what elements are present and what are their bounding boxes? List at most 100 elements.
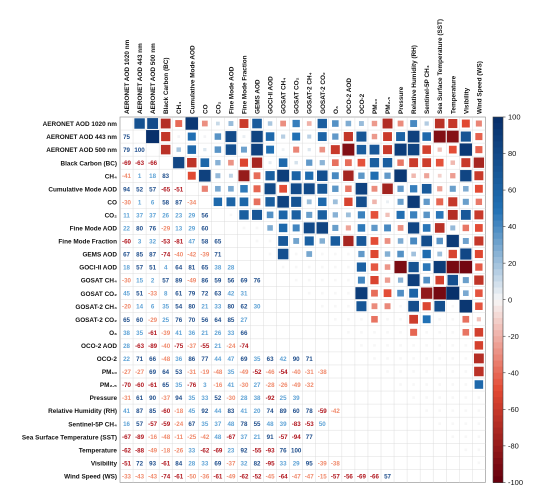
column-label: Cumulative Mode AOD	[189, 45, 196, 114]
cell-value: -81	[174, 238, 184, 245]
heatmap-square	[173, 157, 185, 169]
heatmap-square	[255, 239, 259, 243]
cell-value: -36	[200, 473, 210, 480]
heatmap-square	[464, 396, 468, 399]
heatmap-square	[355, 182, 368, 195]
cell-value: 80	[136, 225, 143, 232]
heatmap-square	[345, 185, 352, 193]
cell-value: -57	[331, 473, 341, 480]
cell-value: 39	[293, 395, 300, 402]
heatmap-square	[462, 198, 469, 205]
heatmap-square	[294, 265, 298, 269]
heatmap-square	[433, 261, 446, 274]
cell-value: 53	[175, 369, 182, 376]
heatmap-square	[176, 147, 181, 152]
colorbar-segment	[493, 391, 503, 398]
cell-value: 65	[123, 317, 130, 324]
cell-value: -24	[174, 421, 184, 428]
cell-value: -89	[148, 343, 158, 350]
cell-value: 6	[151, 304, 155, 311]
colorbar-segment	[493, 220, 503, 228]
cell-value: -47	[305, 473, 315, 480]
heatmap-square	[394, 169, 407, 182]
heatmap-square	[425, 331, 428, 334]
cell-value: -24	[226, 343, 236, 350]
column-label: Relative Humidity (RH)	[411, 45, 418, 114]
heatmap-square	[459, 260, 473, 274]
heatmap-square	[424, 173, 430, 179]
colorbar-segment	[493, 171, 503, 179]
column-label: Pressure	[398, 86, 405, 114]
heatmap-square	[435, 211, 444, 219]
heatmap-square	[214, 146, 222, 153]
cell-value: 74	[267, 408, 274, 415]
cell-value: -40	[292, 369, 302, 376]
heatmap-square	[264, 183, 276, 195]
heatmap-square	[422, 315, 431, 324]
heatmap-square	[399, 344, 402, 347]
cell-value: -49	[148, 447, 158, 454]
cell-value: 14	[136, 304, 143, 311]
heatmap-square	[397, 277, 404, 283]
heatmap-square	[475, 263, 483, 271]
cell-value: 72	[136, 460, 143, 467]
heatmap-square	[462, 329, 470, 336]
heatmap-square	[459, 299, 473, 313]
heatmap-square	[306, 199, 312, 205]
cell-value: 85	[136, 252, 143, 259]
heatmap-square	[438, 409, 442, 412]
heatmap-square	[242, 135, 246, 139]
heatmap-square	[370, 276, 379, 285]
heatmap-square	[242, 226, 246, 230]
heatmap-square	[356, 262, 367, 272]
heatmap-square	[410, 211, 418, 219]
colorbar-segment	[493, 263, 503, 270]
cell-value: -51	[122, 460, 132, 467]
cell-value: 31	[241, 291, 248, 298]
heatmap-square	[239, 197, 249, 207]
cell-value: -27	[122, 369, 132, 376]
heatmap-square	[384, 264, 391, 270]
heatmap-square	[407, 195, 420, 208]
heatmap-square	[332, 199, 338, 205]
heatmap-square	[437, 186, 443, 192]
heatmap-square	[425, 383, 428, 386]
colorbar-segment	[493, 244, 503, 252]
column-label: CO	[202, 104, 209, 114]
cell-value: -62	[122, 447, 132, 454]
heatmap-square	[373, 357, 376, 360]
heatmap-square	[356, 301, 367, 312]
heatmap-square	[438, 383, 442, 386]
cell-value: -41	[122, 173, 132, 180]
heatmap-square	[226, 197, 236, 207]
heatmap-square	[371, 224, 378, 232]
cell-value: -38	[318, 369, 328, 376]
colorbar-segment	[493, 445, 503, 453]
heatmap-square	[434, 223, 445, 233]
heatmap-square	[384, 251, 391, 257]
cell-value: -16	[148, 434, 158, 441]
heatmap-square	[475, 146, 483, 154]
heatmap-square	[384, 303, 391, 310]
cell-value: -38	[331, 460, 341, 467]
column-label: AERONET AOD 1020 nm	[124, 39, 131, 114]
cell-value: 77	[201, 356, 208, 363]
heatmap-square	[422, 249, 431, 259]
heatmap-square	[251, 143, 263, 156]
heatmap-square	[146, 130, 160, 144]
row-label: Sentinel-5P CH₄	[68, 421, 117, 428]
cell-value: -40	[174, 252, 184, 259]
heatmap-square	[373, 331, 376, 334]
heatmap-square	[266, 211, 274, 219]
cell-value: -52	[253, 369, 263, 376]
heatmap-square	[450, 173, 456, 179]
cell-value: 69	[241, 278, 248, 285]
cell-value: 47	[227, 356, 234, 363]
cell-value: 69	[214, 460, 221, 467]
row-label: PM₂.₅	[100, 382, 117, 389]
cell-value: 23	[227, 447, 234, 454]
heatmap-square	[334, 304, 337, 308]
heatmap-square	[433, 130, 446, 143]
heatmap-square	[461, 119, 470, 128]
heatmap-square	[345, 225, 351, 231]
